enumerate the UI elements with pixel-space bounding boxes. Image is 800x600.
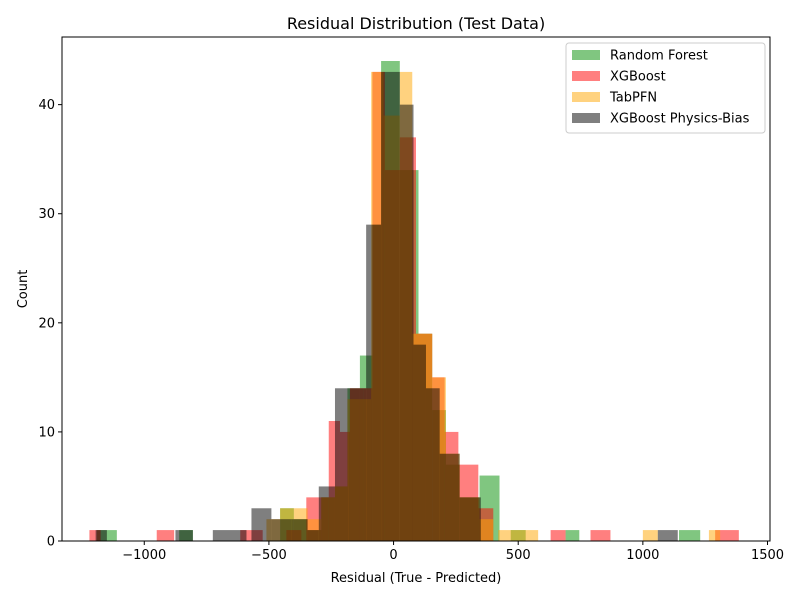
histogram-bar	[642, 530, 658, 541]
histogram-bar	[399, 104, 414, 541]
legend-item: Random Forest	[572, 49, 708, 64]
y-tick-label: 20	[38, 316, 55, 331]
x-tick-label: 1500	[751, 548, 784, 563]
x-tick-label: −500	[251, 548, 287, 563]
histogram-bar	[413, 344, 426, 541]
histogram-bar	[348, 388, 367, 541]
legend-swatch	[572, 92, 600, 102]
legend-swatch	[572, 50, 600, 60]
legend-label: XGBoost	[610, 70, 666, 85]
histogram-bar	[291, 519, 308, 541]
y-tick-label: 30	[38, 207, 55, 222]
histogram-bar	[381, 71, 400, 541]
histogram-bar	[307, 530, 319, 541]
histogram-bar	[366, 224, 382, 541]
x-tick-label: 500	[506, 548, 531, 563]
histogram-bar	[95, 530, 107, 541]
histogram-bar	[498, 530, 522, 541]
histogram-bar	[212, 530, 247, 541]
y-axis: 0 10 20 30 40	[38, 98, 62, 550]
histogram-bar	[334, 388, 349, 541]
x-axis-label: Residual (True - Predicted)	[331, 571, 502, 586]
histogram-bar	[708, 530, 721, 541]
legend-item: XGBoost	[572, 70, 666, 85]
bars-layer	[89, 61, 739, 542]
histogram-bar	[521, 530, 539, 541]
histogram-bar	[328, 421, 340, 541]
histogram-bar	[271, 519, 292, 541]
y-tick-label: 10	[38, 425, 55, 440]
legend-item: XGBoost Physics-Bias	[572, 112, 750, 127]
histogram-bar	[459, 497, 481, 541]
legend-swatch	[572, 113, 600, 123]
histogram-bar	[89, 530, 101, 541]
histogram-bar	[715, 530, 739, 541]
legend-label: TabPFN	[609, 91, 657, 106]
histogram-bar	[590, 530, 611, 541]
histogram-bar	[657, 530, 678, 541]
histogram-bar	[479, 519, 494, 541]
x-tick-label: −1000	[122, 548, 166, 563]
legend: Random Forest XGBoost TabPFN XGBoost Physic…	[565, 42, 766, 134]
y-tick-label: 40	[38, 98, 55, 113]
histogram-bar	[318, 486, 335, 541]
histogram-bar	[550, 530, 566, 541]
chart-title: Residual Distribution (Test Data)	[287, 14, 545, 33]
y-tick-label: 0	[47, 535, 55, 550]
legend-label: Random Forest	[610, 49, 708, 64]
histogram-bar	[439, 453, 460, 541]
legend-item: TabPFN	[572, 91, 657, 106]
legend-box	[565, 42, 766, 134]
series-3-bars	[95, 71, 678, 541]
x-tick-label: 0	[389, 548, 397, 563]
y-axis-label: Count	[16, 270, 31, 309]
x-axis: −1000 −500 0 500 1000 1500	[122, 541, 784, 563]
histogram-bar	[175, 530, 193, 541]
legend-swatch	[572, 71, 600, 81]
x-tick-label: 1000	[626, 548, 659, 563]
legend-label: XGBoost Physics-Bias	[610, 112, 750, 127]
histogram-bar	[565, 530, 580, 541]
histogram-bar	[156, 530, 175, 541]
plot-frame	[61, 36, 771, 542]
histogram-bar	[251, 508, 272, 541]
histogram-bar	[425, 388, 440, 541]
histogram-bar	[679, 530, 701, 541]
